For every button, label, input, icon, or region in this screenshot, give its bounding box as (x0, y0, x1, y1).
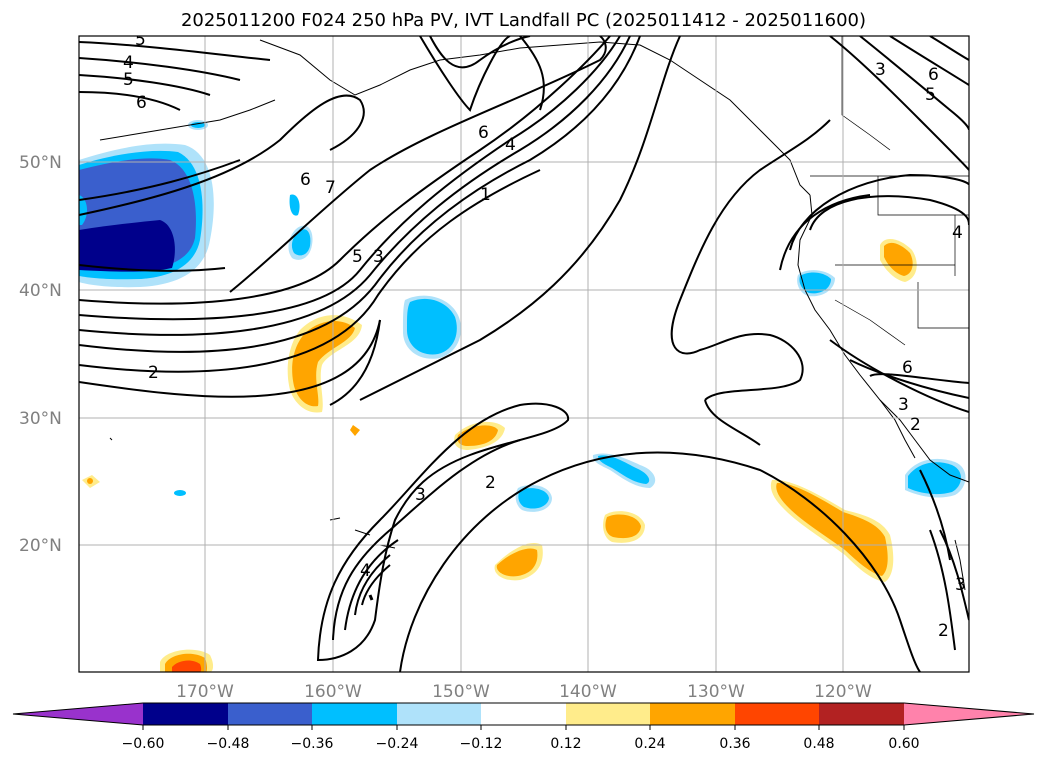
contour-label: 6 (300, 170, 311, 190)
contour-label: 6 (136, 93, 147, 113)
contour-label: 3 (898, 395, 909, 415)
contour-label: 4 (505, 135, 516, 155)
contour-label: 3 (415, 485, 426, 505)
contour-label: 4 (360, 561, 371, 581)
contour-label: 4 (123, 53, 134, 73)
contour-label: 5 (925, 85, 936, 105)
colorbar-bin (566, 703, 650, 725)
latitude-labels: 50°N 40°N 30°N 20°N (19, 153, 62, 556)
lon-label: 170°W (176, 682, 234, 702)
colorbar-tick-label: 0.12 (550, 736, 581, 752)
contour-label: 4 (952, 223, 963, 243)
colorbar-tick-label: −0.60 (122, 736, 165, 752)
lon-label: 130°W (687, 682, 745, 702)
lat-label: 20°N (19, 536, 62, 556)
contour-label: 2 (485, 473, 496, 493)
contour-label: 2 (910, 415, 921, 435)
contour-label: 5 (352, 247, 363, 267)
contour-label: 6 (902, 358, 913, 378)
colorbar-bin (228, 703, 312, 725)
colorbar-tick-label: 0.48 (803, 736, 834, 752)
lat-label: 40°N (19, 281, 62, 301)
colorbar-bin (143, 703, 228, 725)
contour-label: 3 (875, 60, 886, 80)
colorbar-tick-label: 0.60 (888, 736, 919, 752)
lat-label: 30°N (19, 409, 62, 429)
political-borders (810, 36, 969, 346)
contour-label: 2 (938, 621, 949, 641)
lon-label: 140°W (559, 682, 617, 702)
lon-label: 120°W (814, 682, 872, 702)
colorbar-tick-label: −0.48 (207, 736, 250, 752)
contour-label: 3 (373, 247, 384, 267)
colorbar-tick-label: 0.24 (634, 736, 665, 752)
colorbar-bin (312, 703, 397, 725)
contour-label: 7 (325, 178, 336, 198)
colorbar-min-extend (13, 703, 143, 725)
colorbar: −0.60 −0.48 −0.36 −0.24 −0.12 0.12 0.24 … (12, 702, 1035, 752)
contour-label: 6 (928, 65, 939, 85)
contour-labels: 5 4 5 6 6 4 1 6 7 5 3 2 3 2 4 6 5 3 4 6 … (123, 30, 966, 641)
lon-label: 160°W (304, 682, 362, 702)
colorbar-bin (819, 703, 904, 725)
contour-label: 6 (478, 123, 489, 143)
coastlines (99, 39, 969, 601)
colorbar-tick-label: −0.36 (291, 736, 334, 752)
lon-label: 150°W (432, 682, 490, 702)
contour-lines (79, 36, 969, 672)
map-title: 2025011200 F024 250 hPa PV, IVT Landfall… (180, 10, 867, 31)
colorbar-bin (481, 703, 566, 725)
colorbar-bin (397, 703, 481, 725)
longitude-labels: 170°W 160°W 150°W 140°W 130°W 120°W (176, 682, 872, 702)
contour-label: 5 (135, 30, 146, 50)
colorbar-bin (735, 703, 819, 725)
contour-label: 2 (148, 363, 159, 383)
lat-label: 50°N (19, 153, 62, 173)
contour-label: 3 (955, 575, 966, 595)
colorbar-max-extend (904, 703, 1034, 725)
colorbar-tick-label: 0.36 (719, 736, 750, 752)
contour-label: 1 (480, 185, 491, 205)
map-frame (78, 35, 970, 673)
colorbar-tick-label: −0.12 (460, 736, 503, 752)
contour-label: 5 (123, 70, 134, 90)
colorbar-tick-label: −0.24 (376, 736, 419, 752)
colorbar-bin (650, 703, 735, 725)
gridlines (79, 36, 969, 672)
